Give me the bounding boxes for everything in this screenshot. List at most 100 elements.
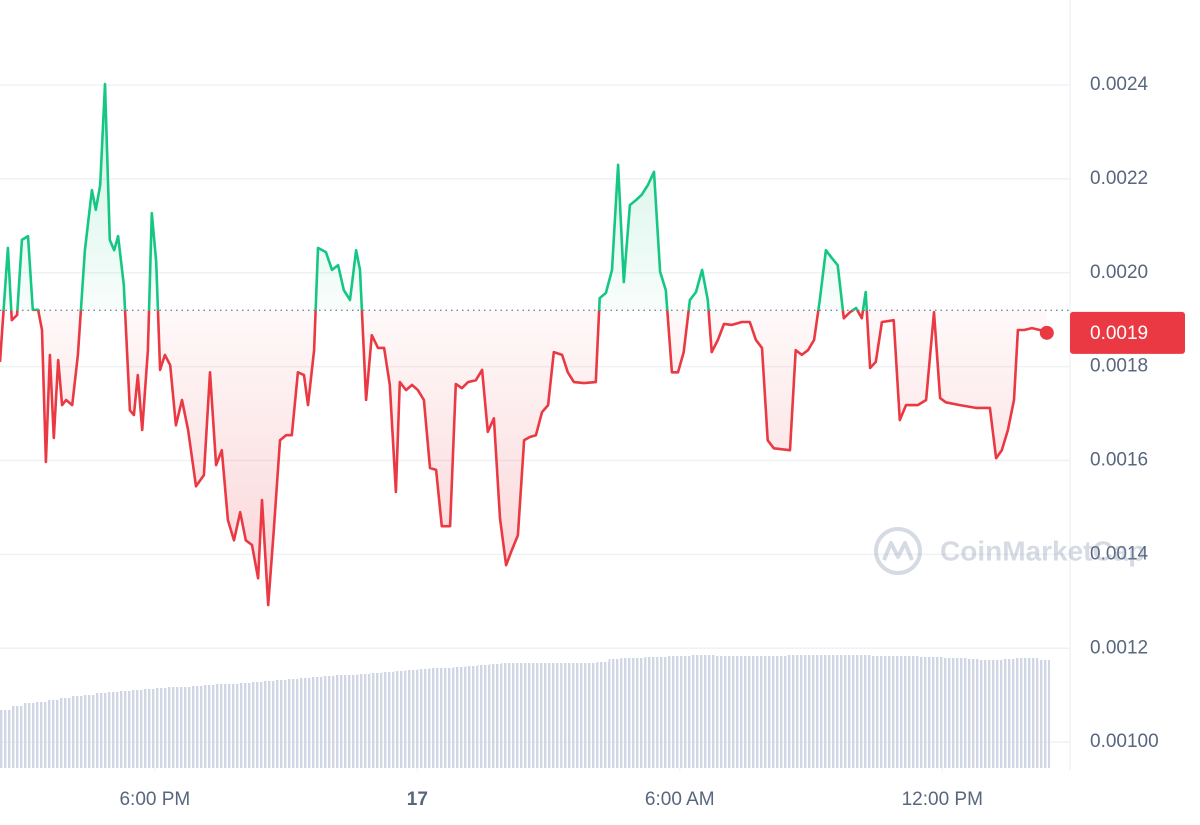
volume-bar bbox=[0, 710, 12, 768]
volume-bar bbox=[71, 696, 84, 768]
volume-bar bbox=[918, 657, 931, 768]
volume-bar bbox=[763, 656, 776, 768]
volume-bar bbox=[513, 663, 525, 768]
volume-bar bbox=[441, 668, 454, 768]
volume-bar bbox=[572, 663, 585, 768]
volume-bar bbox=[954, 658, 967, 768]
volume-bar bbox=[262, 681, 275, 768]
volume-bar bbox=[608, 659, 621, 768]
volume-bar bbox=[644, 657, 657, 768]
y-tick-label: 0.00100 bbox=[1090, 731, 1159, 752]
volume-bar bbox=[238, 683, 251, 768]
volume-bar bbox=[477, 665, 490, 768]
volume-bar bbox=[1038, 660, 1050, 768]
volume-bar bbox=[1002, 659, 1015, 768]
volume-bar bbox=[167, 687, 179, 768]
volume-bar bbox=[1014, 658, 1027, 768]
y-tick-label: 0.0020 bbox=[1090, 262, 1148, 283]
volume-bar bbox=[35, 702, 48, 768]
x-tick-label: 12:00 PM bbox=[902, 789, 983, 810]
volume-bar bbox=[906, 656, 919, 768]
volume-bar bbox=[548, 663, 561, 768]
watermark: CoinMarketCap bbox=[874, 527, 1145, 575]
volume-bar bbox=[214, 684, 227, 768]
last-point bbox=[1039, 325, 1054, 340]
volume-bar bbox=[536, 663, 549, 768]
volume-bar bbox=[668, 656, 681, 768]
volume-bar bbox=[250, 682, 263, 768]
price-tag-label: 0.0019 bbox=[1090, 323, 1148, 344]
volume-bar bbox=[274, 680, 287, 768]
volume-bar bbox=[143, 689, 156, 768]
volume-bar bbox=[823, 655, 836, 768]
volume-bar bbox=[847, 655, 860, 768]
volume-bar bbox=[835, 655, 848, 768]
volume-bar bbox=[298, 678, 311, 768]
volume-bar bbox=[930, 657, 943, 768]
volume-bar bbox=[107, 692, 120, 768]
watermark-logo-mark bbox=[882, 541, 914, 561]
y-tick-label: 0.0018 bbox=[1090, 356, 1148, 377]
volume-bar bbox=[489, 664, 502, 768]
volume-bar bbox=[11, 706, 24, 768]
x-tick-label: 6:00 PM bbox=[119, 789, 190, 810]
y-tick-label: 0.0024 bbox=[1090, 74, 1149, 95]
volume-bar bbox=[310, 677, 323, 768]
volume-bar bbox=[680, 656, 693, 768]
volume-bar bbox=[775, 656, 788, 768]
volume-bar bbox=[501, 663, 514, 768]
volume-bar bbox=[703, 655, 716, 768]
volume-bar bbox=[799, 655, 812, 768]
volume-bar bbox=[286, 679, 299, 768]
volume-bar bbox=[656, 657, 669, 768]
volume-bar bbox=[978, 660, 991, 768]
volume-bar bbox=[155, 688, 168, 768]
volume-bar bbox=[632, 658, 645, 768]
volume-bar bbox=[560, 663, 573, 768]
volume-bar bbox=[405, 670, 418, 768]
volume-bar bbox=[381, 672, 394, 768]
volume-bar bbox=[787, 655, 800, 768]
volume-bar bbox=[178, 687, 191, 768]
volume-bar bbox=[95, 693, 108, 768]
volume-bar bbox=[596, 662, 609, 768]
volume-bar bbox=[811, 655, 824, 768]
y-tick-label: 0.0016 bbox=[1090, 450, 1148, 471]
volume-bar bbox=[692, 655, 704, 768]
volume-bar bbox=[859, 655, 872, 768]
volume-bar bbox=[357, 674, 370, 768]
volume-bar bbox=[620, 658, 633, 768]
volume-bar bbox=[131, 690, 144, 768]
price-line bbox=[0, 82, 1048, 607]
volume-bar bbox=[59, 698, 72, 768]
volume-bar bbox=[429, 668, 442, 768]
volume-bar bbox=[322, 676, 335, 768]
price-tag bbox=[1070, 311, 1185, 354]
volume-bar bbox=[83, 695, 96, 768]
volume-bar bbox=[739, 656, 752, 768]
volume-bar bbox=[393, 671, 406, 768]
price-area bbox=[0, 84, 1047, 606]
volume-bar bbox=[453, 667, 466, 768]
y-tick-label: 0.0014 bbox=[1090, 543, 1149, 564]
x-tick-label: 6:00 AM bbox=[645, 789, 715, 810]
volume-bar bbox=[334, 675, 347, 768]
watermark-text: CoinMarketCap bbox=[940, 535, 1145, 566]
volume-bar bbox=[882, 656, 895, 768]
volume-bar bbox=[23, 703, 36, 768]
volume-bar bbox=[584, 663, 597, 768]
volume-bar bbox=[966, 659, 979, 768]
volume-bar bbox=[190, 686, 203, 768]
y-tick-label: 0.0012 bbox=[1090, 637, 1148, 658]
volume-bar bbox=[894, 656, 907, 768]
volume-bar bbox=[346, 675, 358, 768]
volume-bar bbox=[417, 669, 430, 768]
volume-bar bbox=[202, 685, 215, 768]
volume-bar bbox=[715, 656, 728, 768]
y-tick-label: 0.0022 bbox=[1090, 168, 1148, 189]
volume-bar bbox=[871, 656, 883, 768]
volume-bar bbox=[990, 660, 1003, 768]
watermark-logo bbox=[874, 527, 922, 575]
